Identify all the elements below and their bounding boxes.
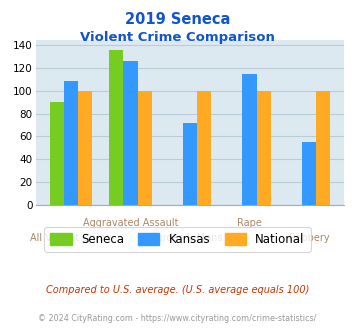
Text: Violent Crime Comparison: Violent Crime Comparison <box>80 31 275 44</box>
Text: All Violent Crime: All Violent Crime <box>30 233 111 243</box>
Bar <box>138 91 152 205</box>
Bar <box>64 81 78 205</box>
Bar <box>316 91 330 205</box>
Text: 2019 Seneca: 2019 Seneca <box>125 12 230 26</box>
Text: Aggravated Assault: Aggravated Assault <box>83 218 178 228</box>
Text: Rape: Rape <box>237 218 262 228</box>
Bar <box>197 91 211 205</box>
Bar <box>183 123 197 205</box>
Text: Murder & Mans...: Murder & Mans... <box>148 233 232 243</box>
Text: Compared to U.S. average. (U.S. average equals 100): Compared to U.S. average. (U.S. average … <box>46 285 309 295</box>
Text: Robbery: Robbery <box>289 233 329 243</box>
Bar <box>242 74 257 205</box>
Bar <box>302 142 316 205</box>
Text: © 2024 CityRating.com - https://www.cityrating.com/crime-statistics/: © 2024 CityRating.com - https://www.city… <box>38 314 317 323</box>
Bar <box>123 61 138 205</box>
Bar <box>50 102 64 205</box>
Bar <box>257 91 271 205</box>
Bar <box>78 91 92 205</box>
Bar <box>109 50 123 205</box>
Legend: Seneca, Kansas, National: Seneca, Kansas, National <box>44 227 311 252</box>
